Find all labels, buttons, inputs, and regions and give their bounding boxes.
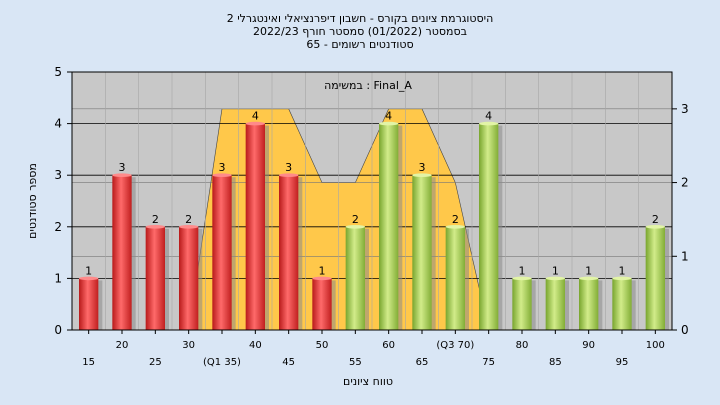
y-tick-label: 3 bbox=[54, 168, 62, 182]
y-tick-label: 1 bbox=[54, 271, 62, 285]
bar-cap bbox=[612, 276, 632, 281]
bar-value-label: 1 bbox=[519, 264, 526, 277]
bar-cap bbox=[445, 225, 466, 229]
bar-cap bbox=[345, 225, 366, 229]
plot-frame bbox=[71, 71, 673, 331]
x-tick-label: 60 bbox=[382, 340, 395, 351]
bar-value-label: 3 bbox=[419, 161, 426, 174]
chart-title-line1: היסטוגרמת ציונים בקורס - חשבון דיפרנציאל… bbox=[226, 12, 494, 25]
bar-cap bbox=[79, 276, 99, 281]
x-tick-label: 40 bbox=[249, 340, 262, 351]
bar-cap bbox=[545, 276, 565, 281]
bar-cap bbox=[312, 276, 332, 281]
y2-tick-label: 0 bbox=[681, 323, 689, 337]
x-tick-label: 50 bbox=[316, 340, 329, 351]
x-tick-label: 90 bbox=[582, 340, 595, 351]
bar-cap bbox=[412, 173, 432, 177]
bar bbox=[645, 226, 665, 330]
bar-value-label: 2 bbox=[652, 213, 659, 226]
bar-cap bbox=[379, 121, 399, 126]
x-tick-label: 95 bbox=[616, 357, 629, 368]
bar-value-label: 1 bbox=[552, 264, 559, 277]
y-tick-label: 2 bbox=[54, 220, 62, 234]
bar-value-label: 4 bbox=[485, 110, 492, 123]
bar-value-label: 2 bbox=[185, 213, 192, 226]
bar bbox=[612, 278, 632, 330]
x-tick-label: 20 bbox=[116, 340, 129, 351]
x-axis-label: טווח ציונים bbox=[343, 375, 393, 388]
bar bbox=[112, 175, 132, 330]
bar-value-label: 1 bbox=[85, 264, 92, 277]
bar-cap bbox=[212, 173, 232, 177]
bar bbox=[279, 175, 299, 330]
y-axis-label: מספר סטודנטים bbox=[26, 163, 39, 239]
bar-cap bbox=[145, 225, 165, 229]
bar-cap bbox=[179, 225, 199, 229]
bar bbox=[179, 226, 199, 330]
bar-cap bbox=[245, 121, 265, 126]
x-tick-label: 100 bbox=[646, 340, 665, 351]
chart-title-line2: בסמסטר (01/2022) סמסטר חורף 2022/23 bbox=[253, 25, 467, 38]
bar-value-label: 1 bbox=[585, 264, 592, 277]
y-tick-label: 0 bbox=[54, 323, 62, 337]
bar bbox=[145, 226, 165, 330]
bar bbox=[245, 123, 265, 330]
bar bbox=[345, 226, 365, 330]
bar bbox=[379, 123, 399, 330]
x-tick-label: 85 bbox=[549, 357, 562, 368]
y2-tick-label: 1 bbox=[681, 249, 689, 263]
chart-title-line3: סטודנטים רשומים - 65 bbox=[306, 38, 414, 51]
bar-cap bbox=[279, 173, 299, 177]
bar bbox=[312, 278, 332, 330]
bar-cap bbox=[512, 276, 532, 281]
bar-value-label: 3 bbox=[285, 161, 292, 174]
bar-value-label: 3 bbox=[119, 161, 126, 174]
x-tick-label: 55 bbox=[349, 357, 362, 368]
x-tick-label: 25 bbox=[149, 357, 162, 368]
bar bbox=[545, 278, 565, 330]
bar-value-label: 2 bbox=[452, 213, 459, 226]
bar bbox=[79, 278, 99, 330]
y-tick-label: 5 bbox=[54, 65, 62, 79]
x-tick-label: (Q3 70) bbox=[436, 340, 474, 351]
x-tick-label: (Q1 35) bbox=[203, 357, 241, 368]
bar bbox=[412, 175, 432, 330]
y2-tick-label: 3 bbox=[681, 102, 689, 116]
x-tick-label: 65 bbox=[416, 357, 429, 368]
x-tick-label: 15 bbox=[82, 357, 95, 368]
bar-cap bbox=[112, 173, 132, 177]
x-tick-label: 30 bbox=[182, 340, 195, 351]
bar-value-label: 4 bbox=[252, 110, 259, 123]
bar-value-label: 1 bbox=[319, 264, 326, 277]
y2-tick-label: 2 bbox=[681, 176, 689, 190]
bar bbox=[512, 278, 532, 330]
bar bbox=[212, 175, 232, 330]
bar bbox=[445, 226, 465, 330]
bar bbox=[479, 123, 499, 330]
bar bbox=[579, 278, 599, 330]
bar-cap bbox=[479, 121, 499, 126]
x-tick-label: 75 bbox=[482, 357, 495, 368]
bar-value-label: 2 bbox=[152, 213, 159, 226]
x-tick-label: 45 bbox=[282, 357, 295, 368]
x-tick-label: 80 bbox=[516, 340, 529, 351]
bar-value-label: 4 bbox=[385, 110, 392, 123]
bar-value-label: 1 bbox=[619, 264, 626, 277]
bar-cap bbox=[645, 225, 665, 229]
bar-value-label: 2 bbox=[352, 213, 359, 226]
y-tick-label: 4 bbox=[54, 117, 62, 131]
chart-annotation: במשימה : Final_A bbox=[324, 79, 412, 92]
bar-value-label: 3 bbox=[219, 161, 226, 174]
bar-cap bbox=[579, 276, 599, 281]
